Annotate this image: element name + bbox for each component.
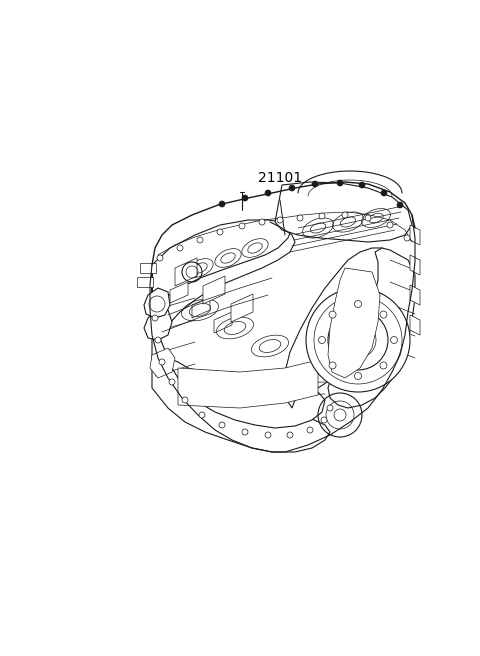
Polygon shape	[144, 288, 170, 318]
Polygon shape	[410, 285, 420, 305]
Circle shape	[397, 202, 403, 208]
Circle shape	[287, 432, 293, 438]
Polygon shape	[328, 248, 415, 408]
Circle shape	[355, 300, 361, 308]
Circle shape	[219, 201, 225, 207]
Polygon shape	[214, 312, 232, 333]
Circle shape	[306, 288, 410, 392]
Circle shape	[157, 255, 163, 261]
Polygon shape	[152, 268, 330, 452]
Circle shape	[159, 359, 165, 365]
Circle shape	[265, 190, 271, 196]
Polygon shape	[410, 225, 420, 245]
Circle shape	[312, 181, 318, 187]
Bar	[140, 263, 156, 273]
Circle shape	[342, 212, 348, 218]
Polygon shape	[192, 297, 210, 318]
Circle shape	[265, 432, 271, 438]
Circle shape	[329, 311, 336, 318]
Circle shape	[387, 222, 393, 228]
Circle shape	[259, 219, 265, 225]
Circle shape	[319, 213, 325, 219]
Text: 21101: 21101	[258, 171, 302, 185]
Bar	[137, 277, 153, 287]
Polygon shape	[231, 294, 253, 322]
Polygon shape	[170, 282, 188, 303]
Polygon shape	[284, 248, 398, 408]
Circle shape	[219, 422, 225, 428]
Circle shape	[289, 185, 295, 191]
Circle shape	[169, 379, 175, 385]
Polygon shape	[175, 258, 197, 286]
Circle shape	[355, 373, 361, 380]
Circle shape	[365, 215, 371, 221]
Circle shape	[242, 429, 248, 435]
Circle shape	[307, 427, 313, 433]
Circle shape	[319, 337, 325, 344]
Polygon shape	[203, 276, 225, 304]
Circle shape	[327, 405, 333, 411]
Circle shape	[359, 182, 365, 188]
Circle shape	[239, 223, 245, 229]
Circle shape	[152, 315, 158, 321]
Circle shape	[217, 229, 223, 235]
Circle shape	[391, 337, 397, 344]
Polygon shape	[328, 268, 380, 378]
Circle shape	[182, 397, 188, 403]
Polygon shape	[275, 182, 412, 242]
Polygon shape	[168, 358, 325, 428]
Polygon shape	[410, 315, 420, 335]
Circle shape	[380, 362, 387, 369]
Circle shape	[297, 215, 303, 221]
Circle shape	[380, 311, 387, 318]
Circle shape	[242, 195, 248, 201]
Circle shape	[350, 332, 366, 348]
Circle shape	[337, 180, 343, 186]
Polygon shape	[410, 255, 420, 275]
Polygon shape	[148, 180, 418, 458]
Polygon shape	[178, 360, 318, 408]
Circle shape	[177, 245, 183, 251]
Circle shape	[277, 217, 283, 223]
Circle shape	[155, 337, 161, 343]
Polygon shape	[150, 348, 175, 378]
Polygon shape	[144, 308, 172, 340]
Circle shape	[199, 412, 205, 418]
Circle shape	[321, 417, 327, 423]
Polygon shape	[152, 220, 292, 305]
Circle shape	[329, 362, 336, 369]
Circle shape	[404, 235, 410, 241]
Circle shape	[381, 190, 387, 196]
Circle shape	[197, 237, 203, 243]
